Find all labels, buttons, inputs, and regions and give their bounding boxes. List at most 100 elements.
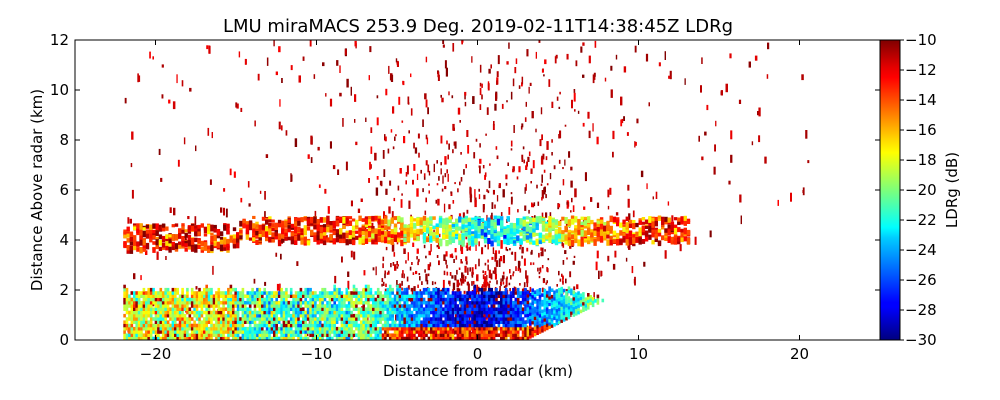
cloud-layer-cell (142, 326, 146, 331)
noise-streak (130, 163, 133, 168)
melting-layer-cell (628, 230, 633, 236)
melting-layer-cell (590, 219, 594, 225)
cloud-layer-cell (536, 318, 539, 322)
melting-layer-cell (152, 230, 156, 234)
cloud-layer-cell (360, 323, 363, 328)
cloud-layer-cell (161, 313, 165, 318)
cloud-layer-cell (261, 330, 264, 334)
cloud-layer-cell (335, 317, 339, 321)
melting-layer-cell (403, 230, 407, 235)
cloud-layer-cell (381, 307, 385, 311)
cloud-layer-cell (492, 304, 496, 308)
noise-streak (392, 106, 395, 114)
cloud-layer-cell (512, 313, 515, 318)
cloud-layer-cell (538, 307, 542, 312)
cloud-layer-cell (369, 304, 373, 308)
melting-layer-cell (503, 229, 507, 235)
noise-streak (462, 212, 465, 219)
cloud-layer-cell (125, 307, 129, 311)
melting-layer-cell (587, 216, 591, 223)
cloud-layer-cell (514, 333, 518, 337)
cloud-layer-cell (316, 326, 320, 331)
cloud-layer-cell (154, 326, 158, 331)
cloud-layer-cell (232, 304, 235, 308)
melting-layer-cell (538, 232, 543, 238)
noise-streak (573, 92, 576, 102)
cloud-layer-cell (285, 320, 288, 324)
noise-streak (612, 151, 614, 158)
noise-streak (592, 123, 594, 132)
melting-layer-cell (422, 232, 427, 240)
melting-layer-cell (593, 222, 597, 227)
cloud-layer-cell (459, 300, 462, 305)
cloud-layer-cell (137, 323, 141, 328)
cloud-layer-cell (222, 313, 225, 318)
noise-streak (496, 195, 499, 202)
melting-layer-cell (641, 221, 646, 225)
cloud-layer-cell (232, 294, 235, 298)
cloud-layer-cell (405, 330, 409, 334)
noise-streak (165, 256, 167, 260)
cloud-layer-cell (178, 310, 182, 315)
noise-streak (459, 120, 461, 123)
cloud-layer-cell (502, 330, 506, 334)
melting-layer-cell (136, 228, 140, 234)
cloud-layer-cell (321, 313, 324, 318)
cloud-layer-cell (393, 333, 397, 337)
cloud-layer-cell (509, 313, 513, 318)
cloud-layer-cell (239, 294, 242, 298)
noise-streak (345, 161, 348, 171)
noise-streak (471, 271, 473, 277)
noise-streak (556, 284, 558, 287)
cloud-layer-cell (393, 326, 397, 331)
cloud-layer-cell (265, 330, 269, 334)
melting-layer-cell (345, 218, 349, 224)
cloud-layer-cell (311, 291, 315, 295)
cloud-layer-cell (478, 287, 481, 292)
melting-layer-cell (133, 244, 137, 251)
cloud-layer-cell (538, 297, 542, 302)
cloud-layer-cell (133, 313, 136, 318)
melting-layer-cell (432, 232, 436, 239)
cloud-layer-cell (227, 287, 230, 292)
noise-streak (562, 276, 564, 280)
cloud-layer-cell (437, 320, 440, 324)
cloud-layer-cell (442, 300, 445, 305)
cloud-layer-cell (133, 300, 136, 305)
cloud-layer-cell (364, 291, 368, 295)
cloud-layer-cell (417, 313, 421, 318)
cloud-layer-cell (239, 320, 242, 324)
cloud-layer-cell (461, 300, 464, 305)
cloud-layer-cell (280, 336, 283, 340)
noise-streak (264, 211, 266, 218)
melting-layer-cell (570, 234, 575, 240)
cloud-layer-cell (403, 313, 406, 318)
cloud-layer-cell (480, 297, 484, 302)
cloud-layer-cell (128, 294, 131, 298)
cloud-layer-cell (147, 336, 150, 340)
cloud-layer-cell (289, 294, 293, 298)
cloud-layer-cell (362, 287, 365, 292)
cloud-layer-cell (157, 313, 160, 318)
cloud-layer-cell (507, 304, 510, 308)
cloud-layer-cell (265, 294, 269, 298)
melting-layer-cell (474, 225, 478, 232)
noise-streak (444, 186, 447, 190)
cloud-layer-cell (145, 336, 148, 340)
cloud-layer-cell (398, 300, 402, 305)
noise-streak (464, 92, 466, 100)
melting-layer-cell (326, 215, 330, 220)
melting-layer-cell (409, 231, 414, 238)
cloud-layer-cell (130, 333, 134, 337)
melting-layer-cell (590, 237, 594, 242)
cloud-layer-cell (289, 317, 293, 321)
melting-layer-cell (294, 239, 298, 245)
noise-streak (484, 174, 486, 180)
cloud-layer-cell (388, 297, 392, 302)
cloud-layer-cell (514, 320, 518, 324)
noise-streak (347, 271, 350, 277)
cloud-layer-cell (345, 307, 349, 311)
cloud-layer-cell (514, 297, 518, 302)
noise-streak (489, 280, 491, 283)
cloud-layer-cell (516, 310, 520, 315)
